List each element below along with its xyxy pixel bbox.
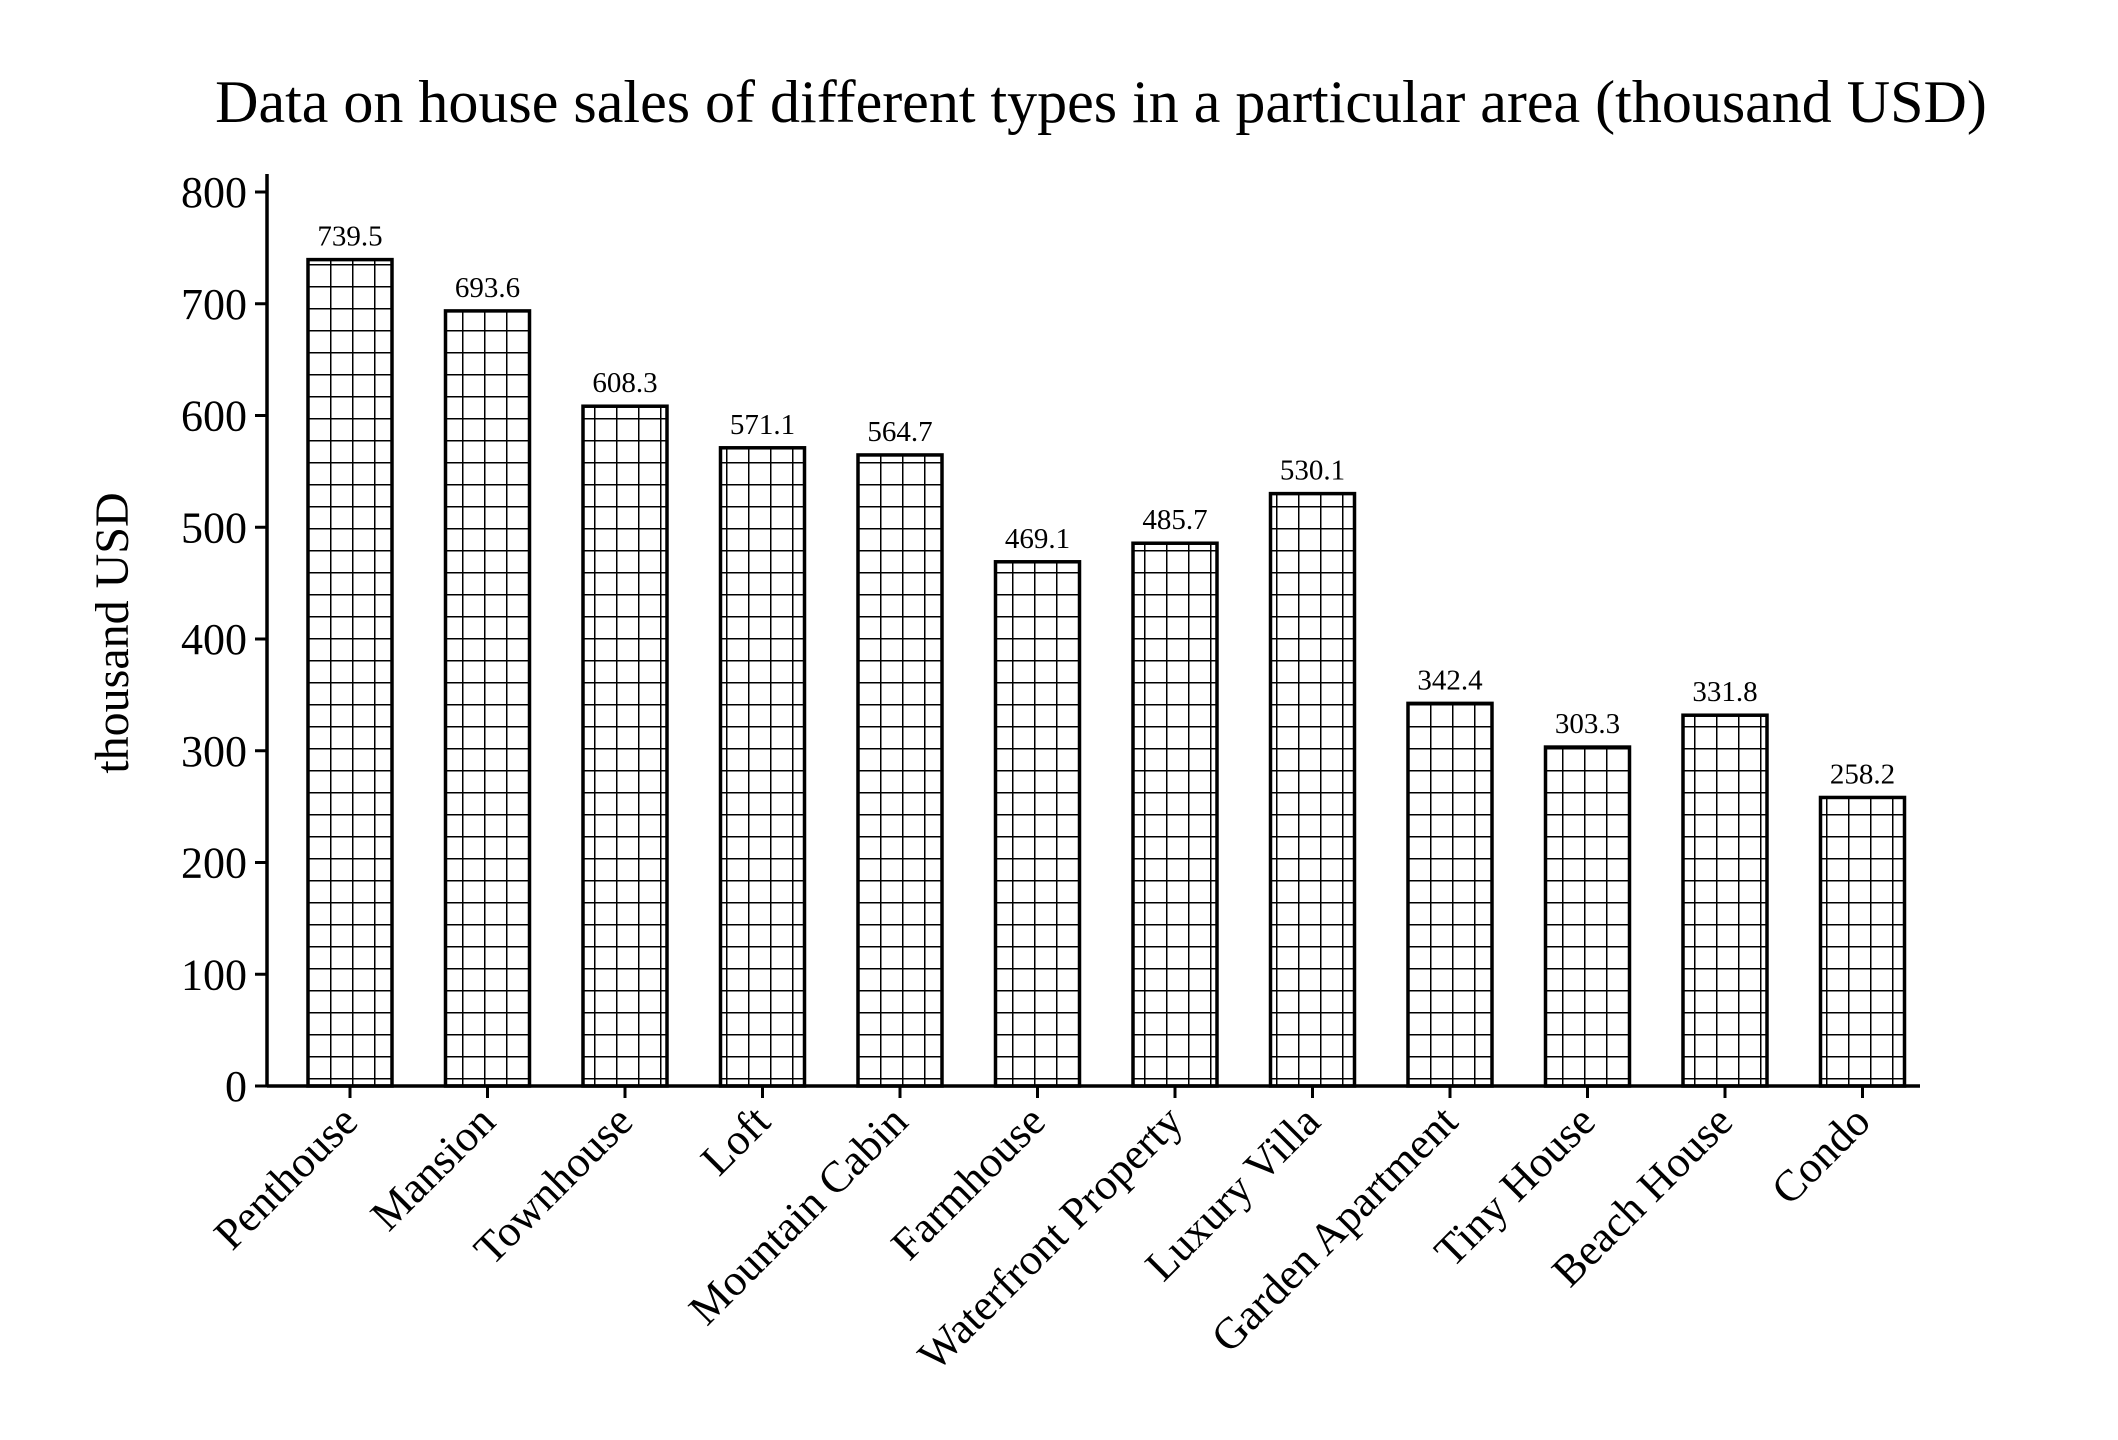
x-tick-label-6: Waterfront Property: [909, 1096, 1193, 1380]
y-tick-label-0: 0: [225, 1062, 247, 1111]
data-label-9: 303.3: [1555, 708, 1620, 740]
bar-2: [581, 404, 669, 1088]
x-tick-label-0: Penthouse: [205, 1096, 368, 1259]
bar-0: [306, 257, 394, 1088]
y-tick-label-5: 500: [181, 503, 247, 552]
bar-11: [1818, 795, 1907, 1088]
x-tick-label-1: Mansion: [361, 1096, 505, 1240]
y-tick-label-2: 200: [181, 839, 247, 888]
x-tick-label-3: Loft: [691, 1096, 779, 1184]
y-tick-label-6: 600: [181, 392, 247, 441]
data-label-4: 564.7: [867, 416, 932, 448]
chart-title: Data on house sales of different types i…: [215, 69, 1987, 135]
y-tick-label-4: 400: [181, 615, 247, 664]
bar-3: [718, 446, 807, 1088]
bar-10: [1681, 713, 1769, 1088]
data-label-8: 342.4: [1417, 664, 1483, 696]
y-tick-label-3: 300: [181, 727, 247, 776]
bar-9: [1543, 745, 1632, 1088]
data-label-5: 469.1: [1005, 523, 1070, 555]
data-label-11: 258.2: [1830, 758, 1895, 790]
data-label-2: 608.3: [592, 367, 657, 399]
data-label-7: 530.1: [1280, 455, 1345, 487]
data-label-1: 693.6: [455, 272, 520, 304]
x-tick-label-8: Garden Apartment: [1202, 1096, 1467, 1361]
bar-1: [443, 309, 532, 1088]
y-axis-label: thousand USD: [86, 492, 139, 773]
data-label-3: 571.1: [730, 409, 795, 441]
bar-7: [1268, 491, 1357, 1088]
y-tick-label-7: 700: [181, 280, 247, 329]
data-label-0: 739.5: [317, 221, 382, 253]
x-tick-label-11: Condo: [1762, 1096, 1880, 1214]
y-tick-label-8: 800: [181, 168, 247, 217]
bar-8: [1406, 701, 1494, 1088]
bar-6: [1131, 541, 1219, 1088]
bar-5: [993, 560, 1082, 1088]
data-label-10: 331.8: [1692, 676, 1757, 708]
data-label-6: 485.7: [1142, 504, 1207, 536]
plot-area: 739.5Penthouse693.6Mansion608.3Townhouse…: [181, 168, 1920, 1380]
bar-4: [856, 453, 944, 1088]
y-tick-label-1: 100: [181, 950, 247, 999]
